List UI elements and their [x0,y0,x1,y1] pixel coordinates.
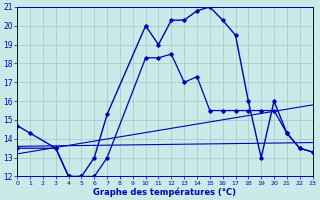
X-axis label: Graphe des températures (°C): Graphe des températures (°C) [93,187,236,197]
